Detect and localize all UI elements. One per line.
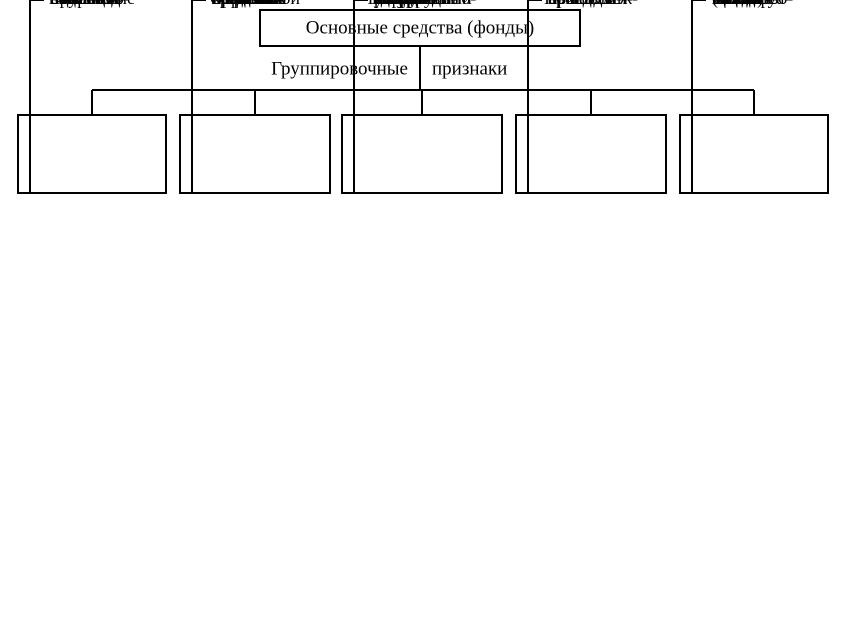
subtitle-left: Группировочные (271, 58, 408, 79)
item-text: ные (50, 0, 80, 8)
item-text: ные (548, 0, 578, 8)
subtitle-right: признаки (432, 58, 507, 79)
item-text: и т. д. (374, 0, 417, 8)
item-text: и т. д. (712, 0, 755, 8)
root-label: Основные средства (фонды) (306, 17, 534, 38)
classification-diagram: Основные средства (фонды) Группировочные п… (0, 0, 841, 614)
root-box: Основные средства (фонды) (260, 10, 580, 46)
item-text: и т. д. (212, 0, 255, 8)
